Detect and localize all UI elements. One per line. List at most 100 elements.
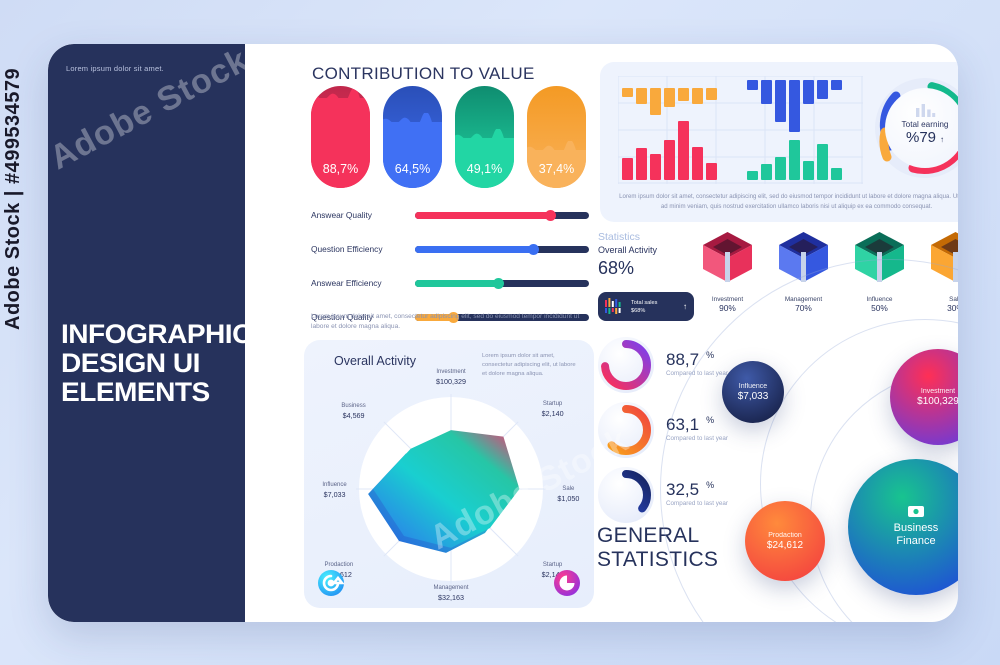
bars-icon (605, 298, 621, 314)
gauge-circle (598, 401, 654, 458)
top-stats-panel: Total earning %79 ↑ Lorem ipsum dolor sit… (600, 62, 958, 222)
bar (622, 158, 633, 180)
capsule-value: 88,7% (322, 162, 359, 176)
bar (678, 88, 689, 101)
sidebar-lorem: Lorem ipsum dolor sit amet. (66, 64, 164, 73)
cube-stat: Investment 90% (700, 230, 755, 313)
slider-track[interactable] (415, 209, 589, 221)
bar (650, 154, 661, 180)
infographic-card: Lorem ipsum dolor sit amet. INFOGRAPHICS… (48, 44, 958, 622)
bar-series-pink (622, 118, 717, 180)
bar (803, 80, 814, 105)
bar-chart-grid (618, 76, 863, 184)
slider-knob[interactable] (447, 311, 459, 323)
slider-knob[interactable] (493, 277, 505, 289)
sidebar-panel: Lorem ipsum dolor sit amet. INFOGRAPHICS… (48, 44, 271, 622)
slider-label: Question Efficiency (311, 244, 383, 254)
donut-label: Total earning (901, 120, 949, 129)
radar-axis-label: Startup $2,140 (541, 562, 564, 580)
money-icon (908, 506, 924, 517)
top-panel-lorem: Lorem ipsum dolor sit amet, consectetur … (619, 193, 958, 210)
overall-activity-title: Overall Activity (334, 354, 416, 368)
bubble-influence[interactable]: Influence $7,033 (722, 361, 784, 423)
capsule-gauge: 37,4% (527, 86, 586, 188)
bar (747, 80, 758, 91)
slider-row[interactable]: Answear Efficiency (311, 270, 589, 296)
bar (706, 162, 717, 180)
donut-arrow-icon: ↑ (940, 135, 945, 144)
radar-axis-label: Influence $7,033 (322, 482, 347, 500)
radar-axis-label: Management $32,163 (433, 585, 469, 602)
badge-text: Total sales $68% (631, 299, 657, 315)
bar (636, 88, 647, 104)
bar (831, 80, 842, 91)
bar (636, 148, 647, 180)
radar-axis-label: Investment $100,329 (436, 369, 466, 386)
overall-activity-panel: Overall Activity Lorem ipsum dolor sit a… (304, 340, 594, 608)
slider-fill (415, 211, 551, 219)
slider-track[interactable] (415, 277, 589, 289)
slider-label: Answear Efficiency (311, 278, 382, 288)
radar-axis-label: Business $4,569 (341, 402, 366, 420)
radar-axis-label: Startup $2,140 (541, 401, 564, 418)
statistics-value: 68% (598, 258, 635, 278)
bubble-business-finance[interactable]: Business Finance (848, 459, 958, 595)
donut-value: %79 ↑ (905, 129, 945, 146)
total-sales-badge[interactable]: Total sales $68% ↑ (598, 292, 694, 321)
slider-label: Question Quality (311, 312, 373, 322)
slider-list: Answear Quality Question Efficiency Answea… (311, 202, 589, 338)
bar (692, 146, 703, 180)
gauge-value: 88,7 (666, 350, 700, 370)
slider-track[interactable] (415, 311, 589, 323)
badge-title: Total sales (631, 299, 658, 306)
contribution-heading: CONTRIBUTION TO VALUE (312, 64, 535, 83)
radar-axis-label: Sale $1,050 (557, 486, 580, 504)
bubble-name: Influence (738, 382, 768, 390)
bubble-value: $24,612 (766, 539, 804, 551)
title-line-2: DESIGN UI (61, 348, 200, 378)
statistics-subtitle: Overall Activity (598, 245, 658, 255)
gauge-circle (598, 336, 654, 393)
bar-series-blue (747, 80, 842, 132)
slider-knob[interactable] (527, 243, 539, 255)
bubble-prodaction[interactable]: Prodaction $24,612 (745, 501, 825, 581)
statistics-label: Statistics (598, 231, 641, 243)
bubble-name: Business Finance (893, 522, 939, 547)
bar (789, 139, 800, 180)
cube-value: 90% (719, 303, 736, 313)
slider-fill (415, 313, 454, 321)
bubble-value: $100,329 (917, 395, 958, 407)
bubble-investment[interactable]: Investment $100,329 (890, 349, 958, 445)
sidebar-title: INFOGRAPHICS DESIGN UI ELEMENTS (61, 320, 271, 407)
badge-arrow-icon: ↑ (683, 302, 687, 311)
slider-knob[interactable] (545, 209, 557, 221)
total-earning-donut: Total earning %79 ↑ (871, 74, 958, 182)
cube-name: Investment (711, 296, 744, 303)
bar-series-teal (747, 118, 842, 180)
bar (775, 80, 786, 122)
bar (817, 80, 828, 99)
play-logo-icon (554, 570, 580, 596)
overall-activity-desc: Lorem ipsum dolor sit amet, consectetur … (482, 353, 576, 377)
capsule-chart-group: 88,7% 64,5% 49,1% 37,4% (311, 86, 586, 188)
slider-fill (415, 245, 534, 253)
slider-row[interactable]: Answear Quality (311, 202, 589, 228)
radar-chart: Investment $100,329 Startup $2,140 Sale $1,05… (322, 369, 579, 602)
capsule-gauge: 49,1% (455, 86, 514, 188)
bar (761, 80, 772, 105)
slider-row[interactable]: Question Efficiency (311, 236, 589, 262)
capsule-value: 37,4% (538, 162, 575, 176)
bar (775, 156, 786, 180)
slider-row[interactable]: Question Quality (311, 304, 589, 330)
slider-label: Answear Quality (311, 210, 372, 220)
donut-center: Total earning %79 ↑ (885, 88, 958, 168)
capsule-value: 49,1% (466, 162, 503, 176)
bar (692, 88, 703, 104)
bar (803, 161, 814, 180)
title-line-3: ELEMENTS (61, 377, 210, 407)
slider-track[interactable] (415, 243, 589, 255)
isometric-cube-icon (779, 232, 828, 282)
bar (664, 88, 675, 107)
bar (817, 144, 828, 180)
capsule-gauge: 88,7% (311, 86, 370, 188)
